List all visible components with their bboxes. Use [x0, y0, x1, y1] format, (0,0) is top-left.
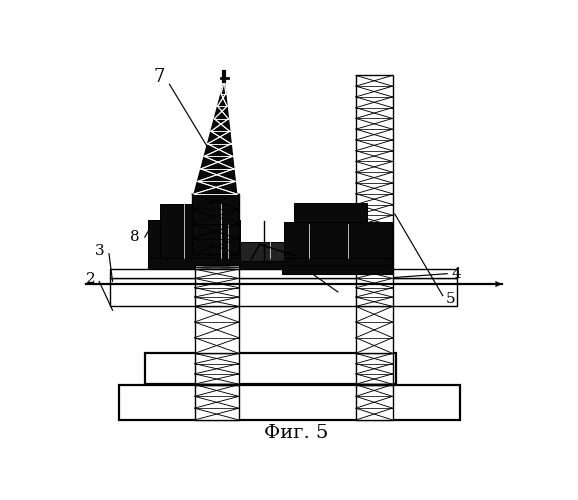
Text: 8: 8 [130, 230, 140, 244]
Bar [160, 204, 221, 258]
Bar [147, 258, 392, 269]
Bar [356, 384, 392, 420]
Text: 5: 5 [446, 292, 455, 306]
Bar [192, 194, 239, 254]
Bar [147, 220, 240, 258]
Bar [294, 202, 367, 222]
Bar [145, 354, 396, 384]
Bar [195, 265, 239, 269]
Bar [240, 242, 284, 262]
Text: Фиг. 5: Фиг. 5 [264, 424, 328, 442]
Bar [356, 269, 392, 306]
Polygon shape [194, 81, 236, 194]
Bar [110, 278, 458, 306]
Text: 6: 6 [305, 262, 314, 276]
Text: 4: 4 [451, 266, 461, 280]
Bar [195, 306, 239, 354]
Bar [195, 354, 239, 384]
Bar [356, 306, 392, 354]
Bar [284, 222, 392, 258]
Bar [356, 354, 392, 384]
Bar [119, 384, 460, 420]
Bar [282, 265, 392, 274]
Bar [195, 269, 239, 306]
Bar [356, 76, 392, 269]
Text: 2: 2 [86, 272, 96, 286]
Bar [195, 384, 239, 420]
Text: 3: 3 [95, 244, 105, 258]
Text: 7: 7 [154, 68, 165, 86]
Bar [110, 269, 458, 278]
